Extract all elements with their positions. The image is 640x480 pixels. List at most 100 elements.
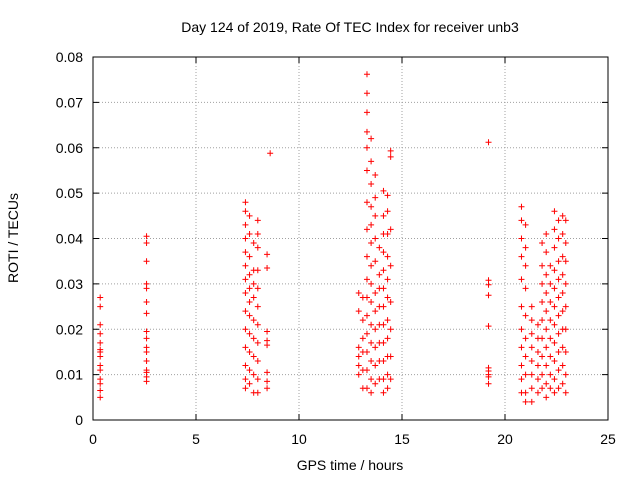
data-point (384, 276, 391, 283)
data-point (387, 226, 394, 233)
data-point (539, 280, 546, 287)
data-point (242, 385, 249, 392)
data-point (539, 353, 546, 360)
data-point (539, 240, 546, 247)
data-point (559, 308, 566, 315)
data-point (368, 181, 375, 188)
data-point (242, 308, 249, 315)
data-point (368, 358, 375, 365)
data-point (250, 335, 257, 342)
data-point (387, 262, 394, 269)
data-point (518, 362, 525, 369)
data-point (539, 317, 546, 324)
data-point (368, 262, 375, 269)
data-point (387, 153, 394, 160)
data-point (543, 326, 550, 333)
data-point (372, 171, 379, 178)
data-point (363, 294, 370, 301)
data-point (143, 285, 150, 292)
data-point (363, 330, 370, 337)
data-point (528, 303, 535, 310)
data-point (264, 342, 271, 349)
data-point (522, 389, 529, 396)
data-point (518, 276, 525, 283)
data-point (522, 262, 529, 269)
data-point (267, 150, 274, 157)
data-point (380, 376, 387, 383)
data-point (380, 358, 387, 365)
data-point (384, 317, 391, 324)
data-point (485, 281, 492, 288)
data-point (562, 389, 569, 396)
data-point (534, 321, 541, 328)
data-point (547, 262, 554, 269)
data-point (368, 389, 375, 396)
data-point (522, 353, 529, 360)
data-point (528, 317, 535, 324)
data-point (246, 380, 253, 387)
data-point (143, 240, 150, 247)
data-point (368, 135, 375, 142)
data-point (555, 258, 562, 265)
data-point (254, 244, 261, 251)
data-point (246, 285, 253, 292)
data-point (242, 276, 249, 283)
data-point (264, 251, 271, 258)
data-point (363, 312, 370, 319)
data-point (543, 308, 550, 315)
data-point (551, 376, 558, 383)
data-point (372, 344, 379, 351)
data-point (363, 71, 370, 78)
data-point (562, 280, 569, 287)
data-point (384, 385, 391, 392)
data-point (555, 276, 562, 283)
data-point (551, 285, 558, 292)
data-point (551, 226, 558, 233)
x-tick-label: 20 (497, 431, 513, 447)
data-point (522, 398, 529, 405)
data-point (551, 267, 558, 274)
data-point (528, 330, 535, 337)
data-point (242, 262, 249, 269)
data-point (518, 253, 525, 260)
data-point (384, 208, 391, 215)
data-point (547, 385, 554, 392)
data-point (522, 335, 529, 342)
data-point (372, 362, 379, 369)
data-point (246, 230, 253, 237)
data-point (547, 280, 554, 287)
data-point (555, 312, 562, 319)
x-tick-label: 0 (89, 431, 97, 447)
data-point (551, 389, 558, 396)
data-point (518, 217, 525, 224)
data-point (254, 230, 261, 237)
data-point (543, 344, 550, 351)
data-point (368, 376, 375, 383)
data-point (143, 310, 150, 317)
x-tick-label: 10 (291, 431, 307, 447)
y-tick-label: 0.04 (56, 231, 83, 247)
data-point (562, 348, 569, 355)
data-point (242, 362, 249, 369)
data-point (254, 376, 261, 383)
data-point (264, 328, 271, 335)
data-point (264, 264, 271, 271)
data-point (246, 348, 253, 355)
data-point (528, 385, 535, 392)
data-points (97, 71, 569, 405)
x-tick-label: 25 (600, 431, 616, 447)
data-point (551, 339, 558, 346)
data-point (518, 326, 525, 333)
data-point (547, 335, 554, 342)
data-point (559, 380, 566, 387)
data-point (547, 353, 554, 360)
axis-ticks: 0 5 10 15 20 25 0 0.01 0.02 0.03 0.04 0.05 0.06 0.07 0… (56, 49, 616, 447)
data-point (547, 299, 554, 306)
data-point (384, 230, 391, 237)
data-point (368, 158, 375, 165)
data-point (97, 380, 104, 387)
chart-title: Day 124 of 2019, Rate Of TEC Index for r… (181, 19, 519, 35)
data-point (97, 321, 104, 328)
data-point (539, 262, 546, 269)
